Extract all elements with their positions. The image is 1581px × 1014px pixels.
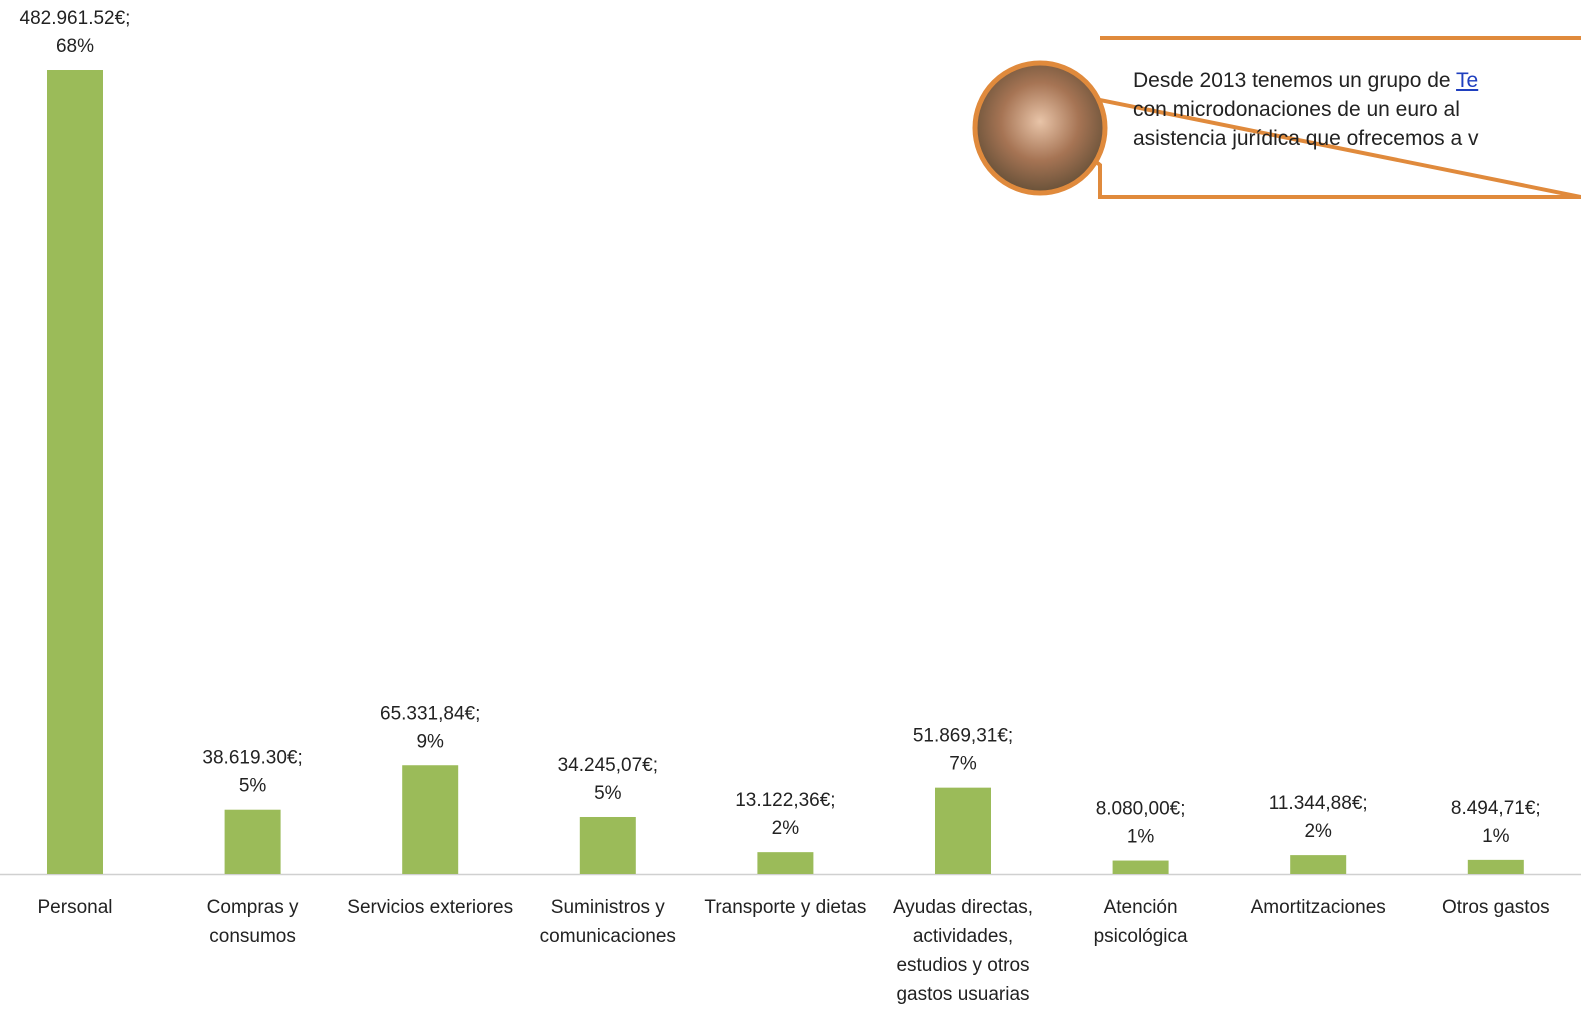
bar xyxy=(1112,860,1169,874)
bar xyxy=(1467,859,1524,874)
x-tick-label: Ayudas directas, actividades, estudios y… xyxy=(892,897,1034,1005)
value-label: 51.869,31€; xyxy=(913,726,1013,747)
percent-label: 5% xyxy=(594,783,622,804)
value-label: 34.245,07€; xyxy=(558,755,658,776)
callout-text: Desde 2013 tenemos un grupo de Te con mi… xyxy=(1133,66,1581,153)
bar xyxy=(935,787,991,874)
percent-label: 5% xyxy=(239,776,267,797)
value-label: 8.080,00€; xyxy=(1096,799,1186,820)
bar xyxy=(1290,855,1347,874)
callout-line: asistencia jurídica que ofrecemos a v xyxy=(1133,127,1479,150)
value-label: 13.122,36€; xyxy=(735,790,835,811)
x-tick-label: Servicios exteriores xyxy=(347,897,514,918)
percent-label: 9% xyxy=(416,731,444,752)
callout-link[interactable]: Te xyxy=(1456,69,1479,92)
x-tick-label: Suministros y comunicaciones xyxy=(539,897,676,947)
x-tick-label: Personal xyxy=(37,897,113,918)
x-tick-label: Otros gastos xyxy=(1441,897,1550,918)
percent-label: 1% xyxy=(1482,826,1510,847)
bar xyxy=(402,765,459,874)
percent-label: 7% xyxy=(949,754,977,775)
bar xyxy=(47,70,103,874)
value-label: 38.619.30€; xyxy=(202,748,302,769)
x-tick-label: Compras y consumos xyxy=(206,897,299,947)
callout-line: Desde 2013 tenemos un grupo de Te xyxy=(1133,66,1581,95)
value-label: 11.344,88€; xyxy=(1269,793,1368,814)
x-tick-label: Atención psicológica xyxy=(1093,897,1188,947)
value-label: 65.331,84€; xyxy=(380,703,480,724)
callout-line-text: Desde 2013 tenemos un grupo de xyxy=(1133,69,1451,92)
callout-line: con microdonaciones de un euro al xyxy=(1133,98,1460,121)
value-label: 482.961.52€; xyxy=(20,8,131,29)
bar xyxy=(757,852,814,874)
value-label: 8.494,71€; xyxy=(1451,798,1541,819)
x-tick-label: Amortitzaciones xyxy=(1250,897,1386,918)
percent-label: 1% xyxy=(1127,827,1155,848)
percent-label: 68% xyxy=(56,36,94,57)
bar xyxy=(224,809,281,874)
x-tick-label: Transporte y dietas xyxy=(704,897,867,918)
percent-label: 2% xyxy=(1304,821,1332,842)
bar xyxy=(579,816,636,874)
callout-image xyxy=(972,60,1108,196)
percent-label: 2% xyxy=(772,818,800,839)
